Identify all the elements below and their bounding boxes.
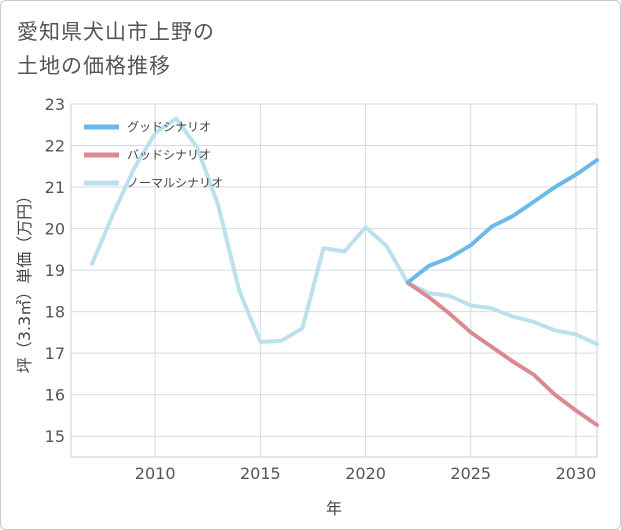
x-tick-label: 2020: [345, 464, 386, 483]
legend-label: グッドシナリオ: [127, 120, 211, 134]
series-line-3: [90, 116, 599, 346]
series-line-1: [405, 158, 599, 285]
y-tick-label: 21: [45, 178, 65, 197]
x-tick-label: 2015: [240, 464, 281, 483]
y-tick-label: 22: [45, 137, 65, 156]
series-line-2: [405, 280, 599, 427]
y-tick-label: 18: [45, 303, 65, 322]
y-tick-label: 20: [45, 220, 65, 239]
y-tick-label: 19: [45, 261, 65, 280]
y-tick-label: 16: [45, 386, 65, 405]
x-tick-label: 2010: [135, 464, 176, 483]
y-axis-title: 坪（3.3㎡）単価（万円）: [15, 188, 34, 373]
x-tick-label: 2030: [556, 464, 597, 483]
x-axis-title: 年: [326, 499, 342, 518]
chart-title-line-1: 愛知県犬山市上野の: [17, 20, 215, 44]
legend-label: ノーマルシナリオ: [127, 176, 223, 190]
x-tick-label: 2025: [450, 464, 491, 483]
chart-title-line-2: 土地の価格推移: [17, 54, 171, 78]
y-tick-label: 15: [45, 427, 65, 446]
legend-label: バッドシナリオ: [127, 148, 211, 162]
y-tick-label: 23: [45, 95, 65, 114]
y-tick-label: 17: [45, 344, 65, 363]
chart-title: 愛知県犬山市上野の 土地の価格推移: [17, 15, 215, 83]
